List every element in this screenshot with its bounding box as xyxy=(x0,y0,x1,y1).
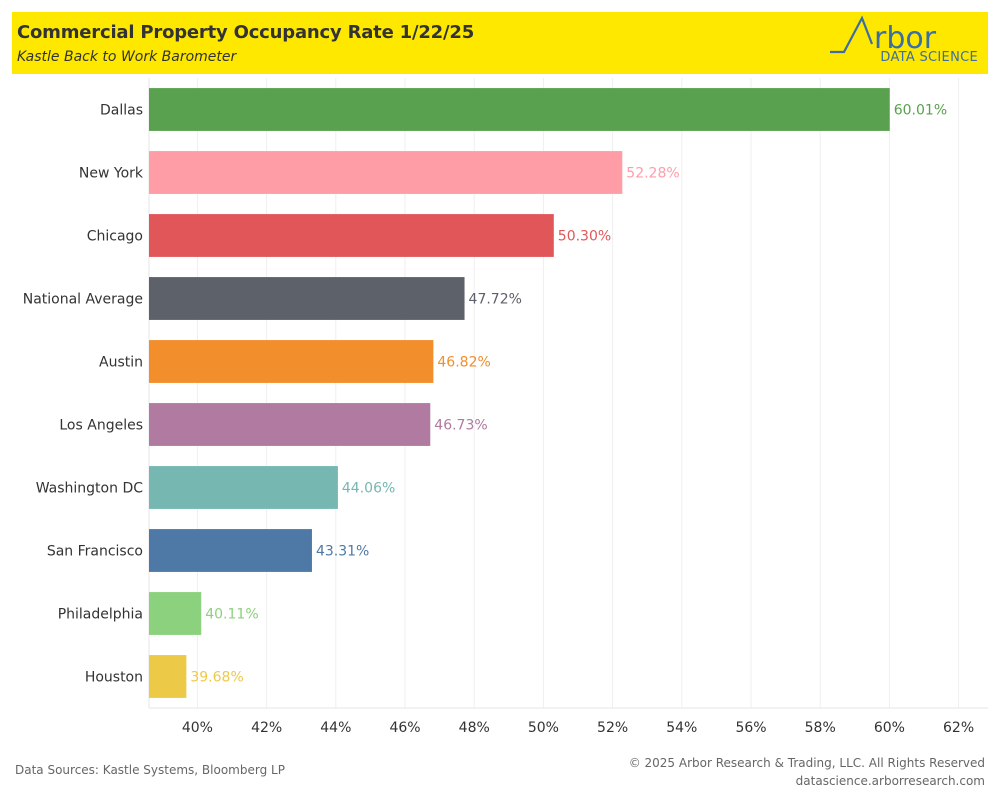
website-link[interactable]: datascience.arborresearch.com xyxy=(795,774,985,788)
bar-dallas[interactable] xyxy=(149,88,890,131)
value-label: 47.72% xyxy=(469,292,522,308)
x-tick-label: 58% xyxy=(805,720,836,736)
category-label: San Francisco xyxy=(47,544,143,560)
footer-credits: © 2025 Arbor Research & Trading, LLC. Al… xyxy=(629,754,985,790)
bar-houston[interactable] xyxy=(149,655,187,698)
x-tick-label: 56% xyxy=(735,720,766,736)
bar-national-average[interactable] xyxy=(149,277,465,320)
x-axis-ticks: 40% 42% 44% 46% 48% 50% 52% 54% 56% 58% 60% 62% xyxy=(182,720,974,736)
category-label: Los Angeles xyxy=(59,418,143,434)
arbor-logo: rbor DATA SCIENCE xyxy=(828,14,978,72)
value-label: 40.11% xyxy=(205,607,258,623)
chart-header: Commercial Property Occupancy Rate 1/22/… xyxy=(12,12,988,74)
x-tick-label: 52% xyxy=(597,720,628,736)
value-label: 39.68% xyxy=(190,670,243,686)
bar-los-angeles[interactable] xyxy=(149,403,431,446)
value-label: 44.06% xyxy=(342,481,395,497)
x-tick-label: 46% xyxy=(389,720,420,736)
value-label: 43.31% xyxy=(316,544,369,560)
chart-title: Commercial Property Occupancy Rate 1/22/… xyxy=(17,22,475,43)
category-label: New York xyxy=(79,166,144,182)
category-label: Philadelphia xyxy=(58,607,143,623)
category-label: National Average xyxy=(23,292,143,308)
value-label: 46.82% xyxy=(437,355,490,371)
value-label: 46.73% xyxy=(434,418,487,434)
bar-san-francisco[interactable] xyxy=(149,529,312,572)
category-labels: Dallas New York Chicago National Average Aus… xyxy=(23,103,144,686)
value-label: 52.28% xyxy=(626,166,679,182)
category-label: Houston xyxy=(85,670,143,686)
x-tick-label: 50% xyxy=(528,720,559,736)
x-tick-label: 62% xyxy=(943,720,974,736)
bar-philadelphia[interactable] xyxy=(149,592,202,635)
x-tick-label: 42% xyxy=(251,720,282,736)
arbor-logo-icon: rbor xyxy=(830,15,937,56)
x-tick-label: 40% xyxy=(182,720,213,736)
value-labels: 60.01% 52.28% 50.30% 47.72% 46.82% 46.73% 44.0… xyxy=(190,103,947,686)
data-sources: Data Sources: Kastle Systems, Bloomberg … xyxy=(15,763,285,777)
category-label: Chicago xyxy=(87,229,143,245)
bar-austin[interactable] xyxy=(149,340,434,383)
chart-subtitle: Kastle Back to Work Barometer xyxy=(17,49,237,65)
logo-wordmark: rbor xyxy=(874,21,937,54)
x-tick-label: 44% xyxy=(320,720,351,736)
bar-new-york[interactable] xyxy=(149,151,623,194)
logo-tagline: DATA SCIENCE xyxy=(880,50,978,65)
value-label: 50.30% xyxy=(558,229,611,245)
bars xyxy=(149,88,890,698)
bar-washington-dc[interactable] xyxy=(149,466,338,509)
x-tick-label: 54% xyxy=(666,720,697,736)
category-label: Dallas xyxy=(100,103,143,119)
value-label: 60.01% xyxy=(894,103,947,119)
category-label: Washington DC xyxy=(36,481,144,497)
x-tick-label: 48% xyxy=(459,720,490,736)
category-label: Austin xyxy=(99,355,143,371)
copyright-text: © 2025 Arbor Research & Trading, LLC. Al… xyxy=(628,756,985,770)
x-tick-label: 60% xyxy=(874,720,905,736)
bar-chicago[interactable] xyxy=(149,214,554,257)
